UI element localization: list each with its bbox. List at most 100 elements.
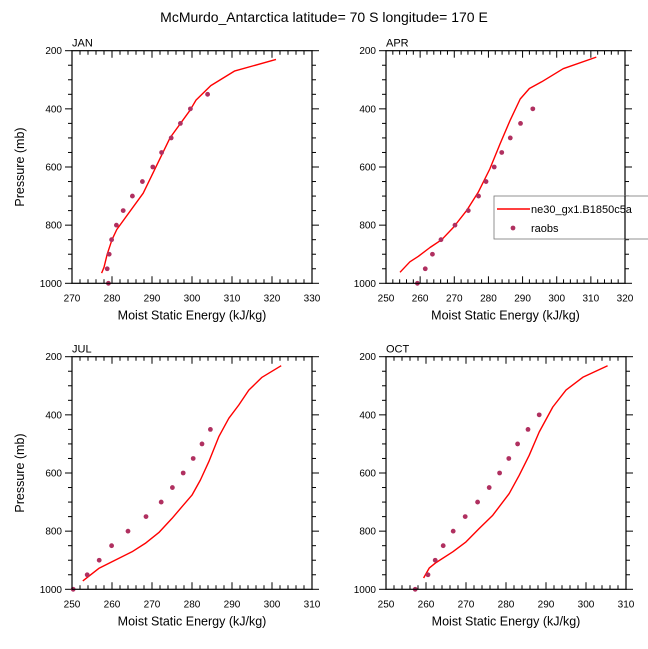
panel-jan: JAN 270 280 290 300 310 320 330 200 400 600 800 1000… xyxy=(13,38,321,323)
legend-marker-icon xyxy=(510,225,516,231)
x-tick-label: 310 xyxy=(304,599,321,610)
raobs-point xyxy=(208,426,213,432)
raobs-point xyxy=(84,572,90,578)
raobs-point xyxy=(497,470,502,476)
raobs-point xyxy=(462,514,468,520)
y-tick-label: 600 xyxy=(359,469,376,480)
y-tick-label: 600 xyxy=(45,163,62,174)
raobs-point xyxy=(438,237,444,243)
y-tick-label: 600 xyxy=(359,163,376,174)
raobs-point xyxy=(476,193,481,199)
x-tick-label: 290 xyxy=(224,599,241,610)
raobs-point xyxy=(486,485,492,490)
x-tick-label: 310 xyxy=(583,293,600,304)
raobs-point xyxy=(178,120,183,126)
x-tick-label: 300 xyxy=(548,293,565,304)
y-tick-label: 800 xyxy=(45,527,62,538)
raobs-point xyxy=(109,543,114,549)
raobs-point xyxy=(150,164,156,170)
raobs-point xyxy=(536,412,542,418)
raobs-point xyxy=(120,208,126,214)
raobs-point xyxy=(450,528,456,534)
x-tick-label: 260 xyxy=(418,599,435,610)
figure-title: McMurdo_Antarctica latitude= 70 S longit… xyxy=(160,9,488,25)
x-tick-label: 250 xyxy=(378,599,395,610)
raobs-point xyxy=(190,456,196,461)
raobs-point xyxy=(205,91,211,97)
raobs-point xyxy=(430,251,435,257)
raobs-point xyxy=(518,120,523,126)
x-tick-label: 300 xyxy=(184,293,201,304)
raobs-point xyxy=(515,441,520,447)
y-tick-label: 200 xyxy=(45,352,62,363)
x-tick-label: 330 xyxy=(304,293,321,304)
plot-frame xyxy=(71,356,313,590)
raobs-point xyxy=(499,150,505,155)
y-axis-label: Pressure (mb) xyxy=(13,127,27,206)
raobs-point xyxy=(106,251,112,257)
y-tick-label: 400 xyxy=(359,104,376,115)
x-tick-label: 260 xyxy=(104,599,121,610)
plot-frame xyxy=(385,356,627,590)
series-group xyxy=(422,365,608,579)
panel-label: APR xyxy=(386,38,409,50)
x-axis-label: Moist Static Energy (kJ/kg) xyxy=(432,614,581,628)
plot-frame xyxy=(385,50,626,284)
panel-apr: APR 250 260 270 280 290 300 310 320 200 400 600 800 1… xyxy=(354,38,634,323)
raobs-point xyxy=(483,179,489,184)
x-tick-label: 280 xyxy=(498,599,515,610)
raobs-point xyxy=(180,470,186,476)
model-profile-line xyxy=(100,58,277,274)
x-axis-label: Moist Static Energy (kJ/kg) xyxy=(118,308,267,322)
x-tick-label: 320 xyxy=(617,293,634,304)
y-tick-label: 200 xyxy=(359,46,376,57)
x-tick-label: 270 xyxy=(144,599,161,610)
x-tick-label: 310 xyxy=(224,293,241,304)
raobs-point xyxy=(158,499,164,505)
raobs-point xyxy=(168,135,174,141)
raobs-point xyxy=(114,222,119,228)
raobs-point xyxy=(465,208,471,214)
raobs-point xyxy=(104,266,110,272)
y-axis-label: Pressure (mb) xyxy=(13,433,27,512)
x-tick-label: 280 xyxy=(480,293,497,304)
x-tick-label: 300 xyxy=(578,599,595,610)
y-tick-label: 800 xyxy=(45,221,62,232)
raobs-point xyxy=(440,543,446,549)
raobs-point xyxy=(506,456,512,461)
x-tick-label: 250 xyxy=(378,293,395,304)
model-profile-line xyxy=(399,56,597,273)
raobs-point xyxy=(140,179,145,184)
raobs-point xyxy=(432,557,438,563)
panel-oct: OCT 250 260 270 280 290 300 310 200 400 600 800 1000… xyxy=(354,344,635,629)
panel-label: OCT xyxy=(386,344,410,356)
x-tick-label: 270 xyxy=(458,599,475,610)
series-group xyxy=(82,365,282,582)
raobs-point xyxy=(425,572,431,578)
panel-label: JUL xyxy=(72,344,92,356)
x-tick-label: 290 xyxy=(538,599,555,610)
y-tick-label: 400 xyxy=(45,410,62,421)
raobs-point xyxy=(199,441,205,447)
y-tick-label: 1000 xyxy=(40,279,63,290)
raobs-point xyxy=(525,426,531,432)
model-profile-line xyxy=(82,365,282,582)
x-tick-label: 270 xyxy=(446,293,463,304)
x-tick-label: 250 xyxy=(64,599,81,610)
raobs-point xyxy=(452,222,458,228)
raobs-point xyxy=(96,557,102,563)
raobs-point xyxy=(475,499,480,505)
y-tick-label: 1000 xyxy=(40,585,63,596)
y-tick-label: 1000 xyxy=(354,585,377,596)
series-group xyxy=(399,56,597,273)
plot-frame xyxy=(71,50,313,284)
y-tick-label: 800 xyxy=(359,221,376,232)
x-tick-label: 300 xyxy=(264,599,281,610)
raobs-point xyxy=(188,106,193,112)
legend-label-model: ne30_gx1.B1850c5a xyxy=(531,204,633,216)
x-tick-label: 280 xyxy=(104,293,121,304)
raobs-point xyxy=(130,193,135,199)
x-tick-label: 270 xyxy=(64,293,81,304)
